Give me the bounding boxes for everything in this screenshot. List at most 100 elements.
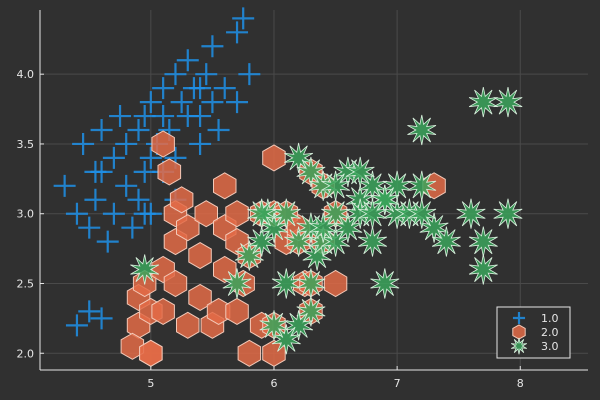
legend-label-1: 1.0 [541, 312, 559, 325]
series-1-point-0 [53, 174, 76, 197]
series-3-point-40 [271, 324, 301, 355]
series-3-point-6 [271, 268, 301, 299]
series-1-point-3 [78, 216, 101, 239]
series-2-point-11 [169, 186, 194, 214]
legend-marker-3 [511, 337, 527, 355]
series-3-point-39 [284, 310, 314, 341]
series-1-point-49 [133, 202, 156, 225]
series-3-point-9 [284, 142, 314, 173]
series-3-point-30 [419, 212, 449, 243]
y-tick-label-4: 4.0 [17, 68, 35, 81]
series-1-point-25 [164, 63, 187, 86]
series-3-point-49 [321, 170, 350, 201]
series-2-point-24 [225, 200, 249, 228]
series-3-point-7 [271, 198, 301, 229]
series-1-point-15 [127, 119, 150, 141]
series-1-point-17 [139, 146, 162, 169]
series-2-point-44 [323, 269, 348, 298]
series-2-point-6 [151, 297, 175, 325]
legend-label-3: 3.0 [541, 340, 559, 353]
series-2-point-45 [151, 130, 175, 158]
series-3-point-44 [370, 184, 400, 215]
x-tick-label-1: 6 [270, 377, 277, 390]
legend-marker-2 [512, 324, 526, 340]
series-1-point-12 [115, 132, 138, 155]
series-1-point-44 [133, 105, 156, 128]
series-3-point-47 [296, 268, 326, 299]
series-3-point-1 [222, 268, 252, 299]
series-3-point-41 [259, 310, 289, 341]
series-3-point-31 [431, 226, 461, 257]
legend: 1.02.03.0 [496, 306, 571, 359]
series-1-point-34 [201, 91, 224, 114]
series-2-point-47 [157, 158, 182, 186]
series-2-point-15 [188, 283, 212, 311]
series-1-point-37 [213, 77, 236, 100]
y-tick-label-2: 3.0 [17, 208, 35, 221]
series-1 [53, 7, 261, 337]
legend-box [496, 306, 571, 359]
series-3-point-5 [259, 212, 289, 243]
series-3-point-8 [284, 226, 314, 257]
series-2-point-32 [262, 144, 286, 172]
series-3-point-48 [308, 212, 338, 243]
series-3-point-37 [493, 198, 523, 229]
series-1-point-22 [152, 77, 175, 100]
y-tick-label-1: 2.5 [17, 277, 35, 290]
series-2-point-27 [237, 339, 262, 367]
series-1-point-2 [72, 132, 95, 155]
series-1-point-7 [96, 230, 119, 253]
series-3-point-33 [468, 87, 498, 118]
series-3-point-36 [493, 87, 523, 118]
series-1-point-19 [139, 91, 162, 114]
series-1-point-45 [84, 160, 107, 183]
series-3-point-46 [358, 198, 387, 229]
series-3-point-32 [456, 198, 486, 229]
series-2-point-5 [120, 332, 145, 360]
series-1-point-32 [189, 132, 212, 155]
series-2-point-9 [163, 269, 188, 298]
series-2-point-22 [225, 297, 249, 325]
series-1-point-36 [207, 119, 230, 141]
series-1-point-14 [127, 188, 150, 211]
series-2-point-16 [194, 200, 218, 228]
series-2-point-14 [188, 242, 212, 270]
y-tick-label-0: 2.0 [17, 347, 35, 360]
series-1-point-46 [78, 300, 101, 323]
series-3-point-16 [321, 226, 350, 257]
series-3-point-34 [468, 254, 498, 285]
series-1-point-48 [65, 314, 88, 337]
series-3-point-3 [247, 226, 277, 257]
series-3-point-45 [407, 198, 437, 229]
series-3-point-0 [130, 254, 160, 285]
series-1-point-21 [152, 105, 175, 128]
series-3-point-12 [302, 240, 332, 271]
series-3-point-28 [407, 114, 437, 146]
series-1-point-8 [102, 146, 125, 169]
series-3-point-2 [234, 240, 264, 271]
series-2-point-13 [176, 311, 200, 339]
series-1-point-47 [90, 307, 113, 330]
series-3-point-17 [333, 212, 363, 243]
series-1-point-6 [90, 119, 113, 141]
series-1-point-9 [102, 202, 125, 225]
y-tick-label-3: 3.5 [17, 138, 35, 151]
series-1-point-1 [65, 202, 88, 225]
series-1-point-11 [115, 174, 138, 197]
series-3-point-11 [296, 156, 326, 187]
x-tick-label-3: 8 [517, 377, 524, 390]
axes [39, 10, 588, 371]
series-1-point-39 [226, 21, 249, 44]
series-3-point-42 [247, 198, 277, 229]
series-3-point-35 [468, 226, 498, 257]
series-1-point-4 [84, 188, 107, 211]
tick-labels: 5 6 7 8 2.0 2.5 3.0 3.5 4.0 [17, 68, 524, 390]
series-3-point-21 [358, 226, 387, 257]
series-1-point-28 [176, 49, 199, 72]
legend-marker-1 [512, 311, 526, 325]
legend-label-2: 2.0 [541, 326, 559, 339]
x-tick-label-0: 5 [147, 377, 154, 390]
series-1-point-41 [238, 63, 261, 86]
series-1-point-38 [226, 91, 249, 114]
